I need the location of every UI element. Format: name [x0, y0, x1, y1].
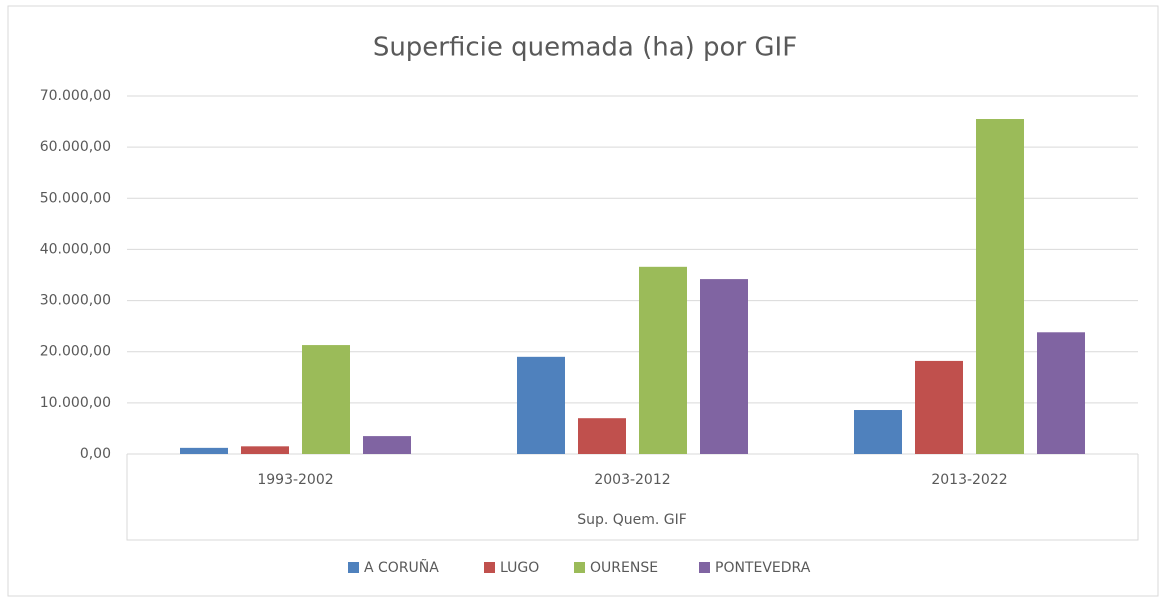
bar: [915, 360, 963, 454]
category-axis-box: [126, 454, 1139, 541]
legend-swatch: [484, 562, 495, 573]
chart-title: Superficie quemada (ha) por GIF: [373, 33, 797, 63]
legend-swatch: [574, 562, 585, 573]
legend-label: OURENSE: [590, 560, 658, 576]
bar: [302, 345, 350, 454]
bar: [1037, 332, 1085, 454]
legend-swatch: [348, 562, 359, 573]
legend-label: LUGO: [500, 560, 539, 576]
y-tick-label: 20.000,00: [40, 344, 111, 360]
legend-label: A CORUÑA: [364, 559, 439, 576]
bar: [517, 356, 565, 454]
bar: [180, 447, 228, 454]
x-tick-label: 1993-2002: [257, 472, 333, 488]
x-tick-label: 2003-2012: [594, 472, 670, 488]
x-tick-label: 2013-2022: [931, 472, 1007, 488]
y-tick-label: 40.000,00: [40, 241, 111, 257]
y-tick-label: 30.000,00: [40, 293, 111, 309]
bar: [241, 446, 289, 454]
bar: [976, 119, 1024, 454]
bar: [578, 418, 626, 454]
x-axis-title: Sup. Quem. GIF: [577, 512, 687, 528]
bar: [700, 279, 748, 454]
bar: [363, 436, 411, 454]
y-tick-label: 60.000,00: [40, 139, 111, 155]
y-tick-label: 0,00: [80, 446, 111, 462]
y-tick-label: 70.000,00: [40, 88, 111, 104]
y-tick-label: 50.000,00: [40, 190, 111, 206]
y-tick-label: 10.000,00: [40, 395, 111, 411]
legend-label: PONTEVEDRA: [715, 560, 811, 576]
bar: [854, 410, 902, 454]
legend-swatch: [699, 562, 710, 573]
bar: [639, 266, 687, 454]
